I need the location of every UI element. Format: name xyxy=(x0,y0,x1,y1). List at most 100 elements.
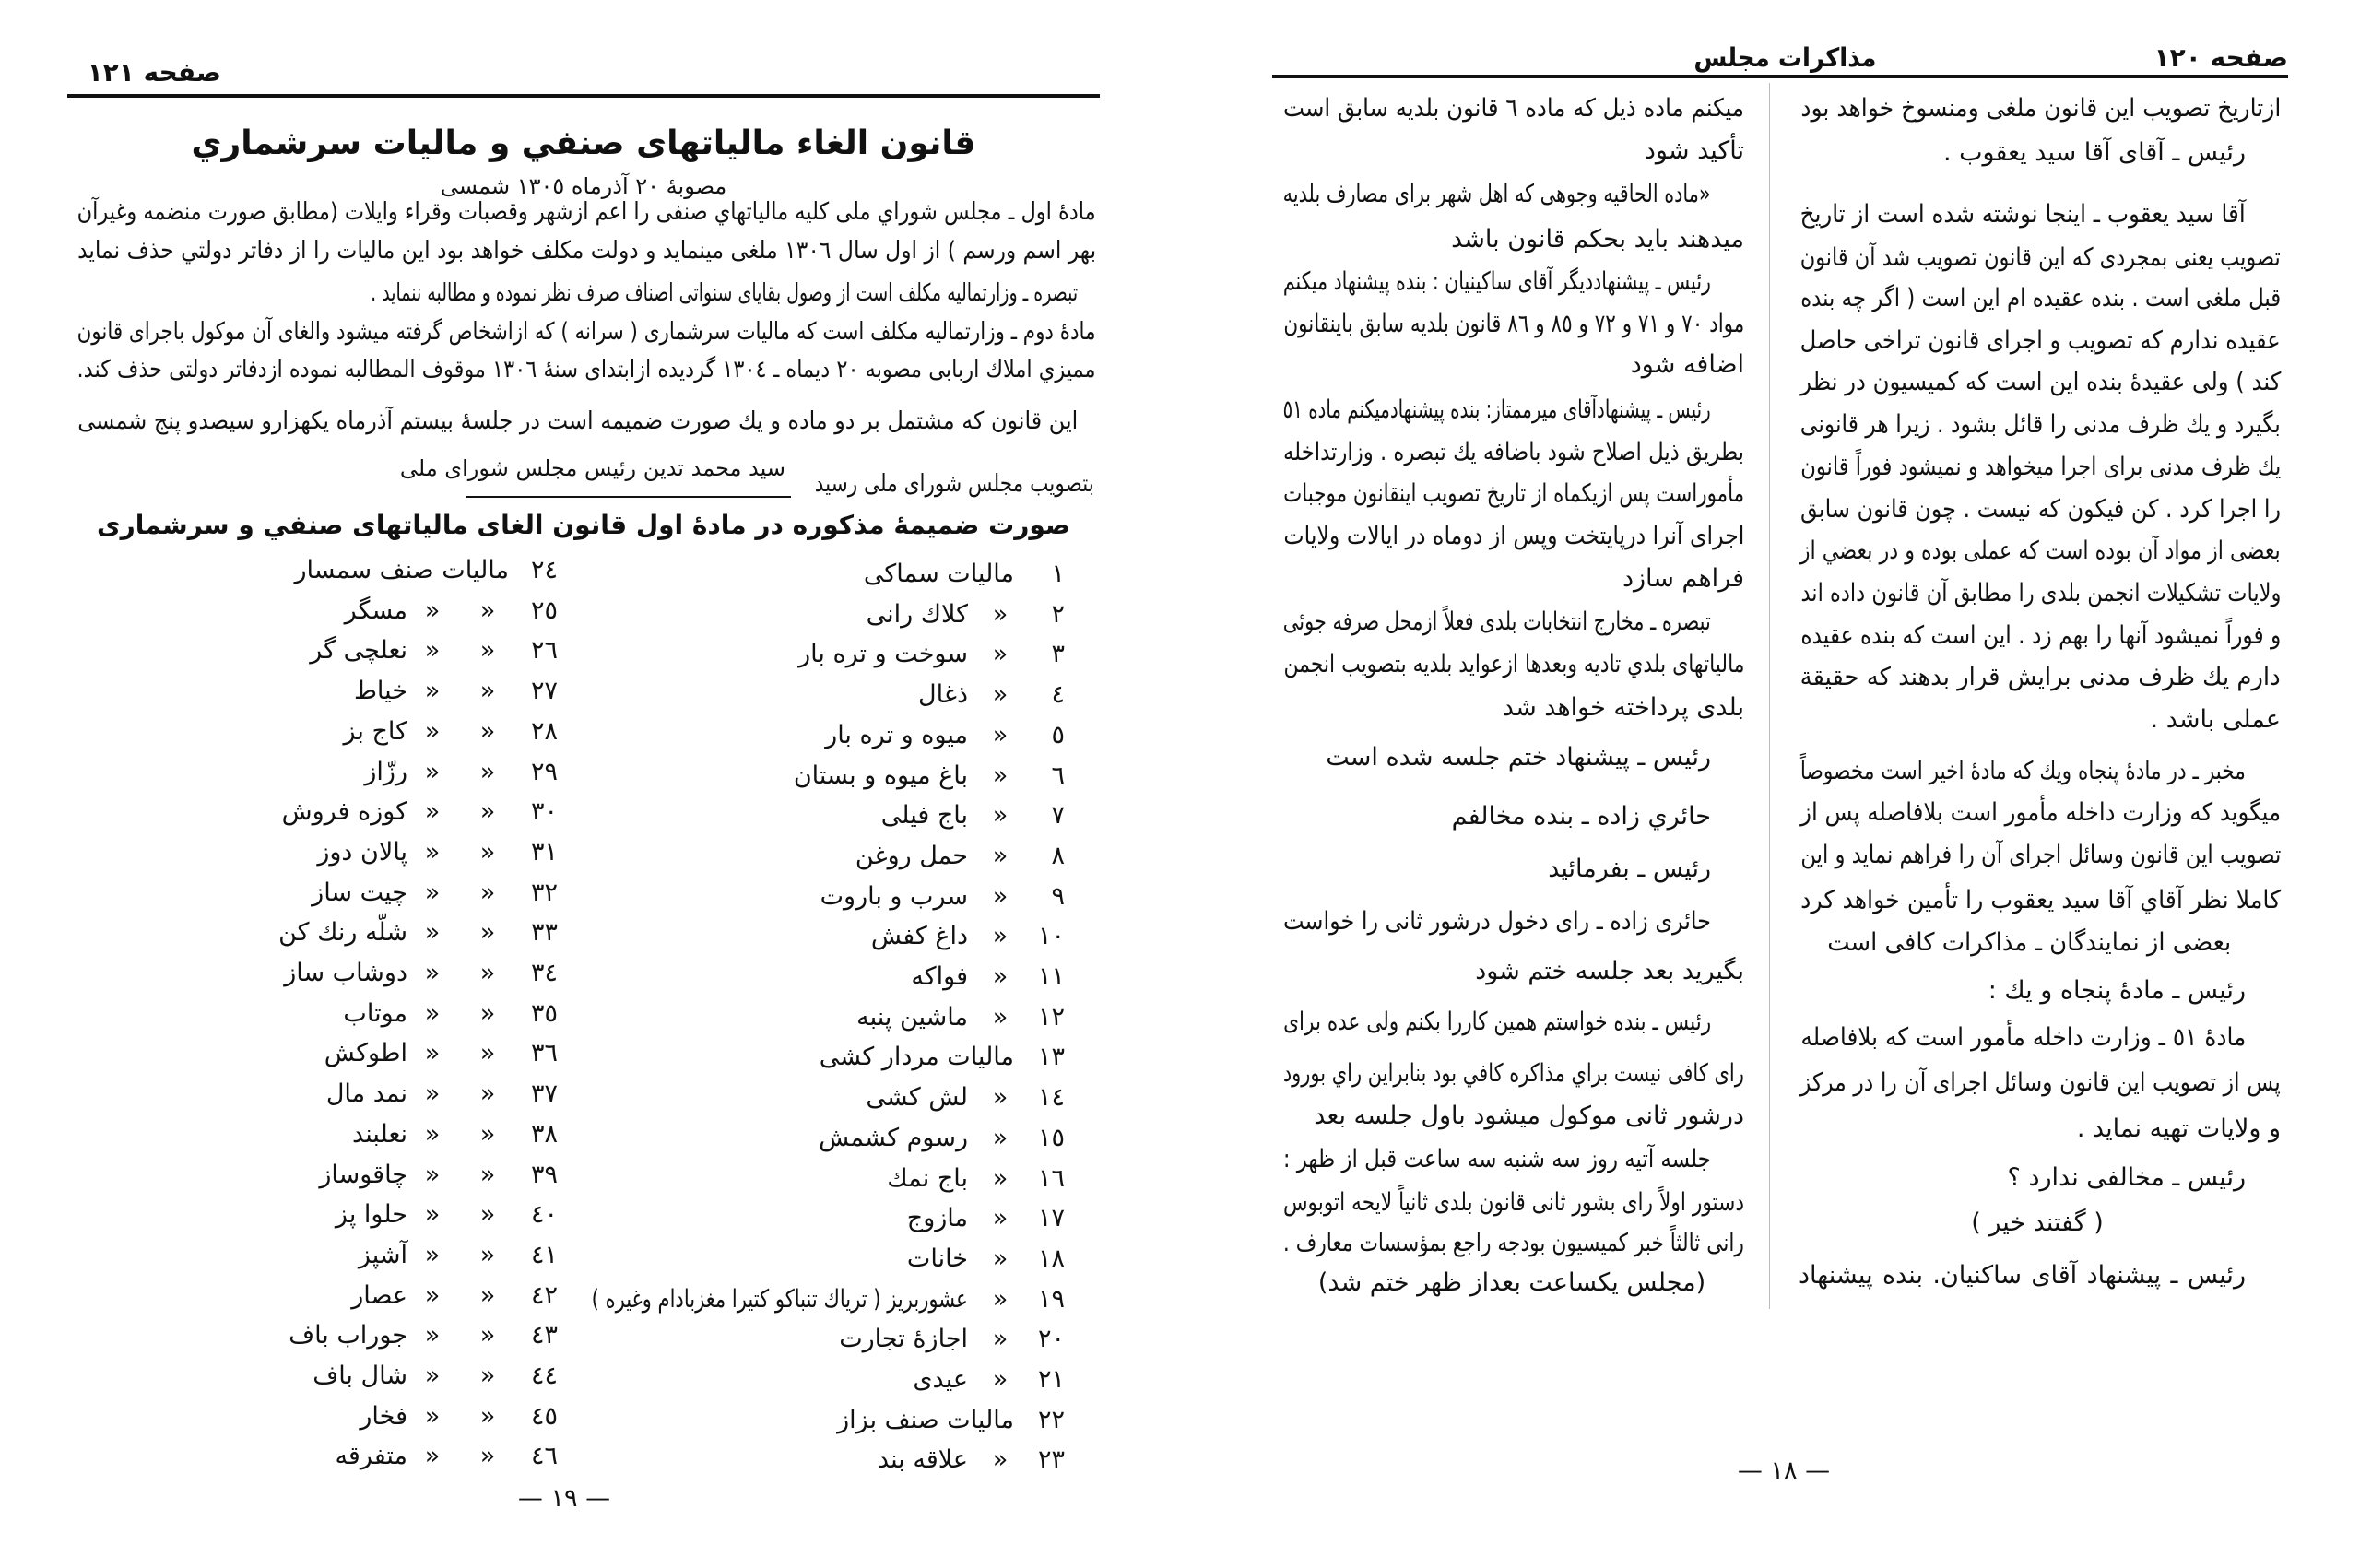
law-paragraph-line: بهر اسم ورسم ) از اول سال ١٣٠٦ ملغی مینم… xyxy=(77,237,1096,265)
ditto-mark: « xyxy=(424,757,441,786)
transcript-line: کند ) ولی عقیدهٔ بنده این است که کمیسیون… xyxy=(1800,368,2281,396)
transcript-line: دستور اولاً رای بشور ثانی قانون بلدی ثان… xyxy=(1283,1188,1744,1217)
law-subtitle: مصوبهٔ ٢٠ آذرماه ١٣٠٥ شمسی xyxy=(440,173,727,199)
transcript-line: مواد ٧٠ و ٧١ و ٧٢ و ٨٥ و ٨٦ قانون بلدیه … xyxy=(1283,310,1744,338)
ditto-mark: « xyxy=(479,998,496,1028)
annex-heading: صورت ضمیمهٔ مذکوره در مادهٔ اول قانون ال… xyxy=(97,510,1070,540)
ditto-mark: « xyxy=(424,1321,441,1350)
annex-item-number: ٤٤ xyxy=(530,1362,558,1390)
annex-item-number: ٤٠ xyxy=(530,1200,558,1230)
ditto-mark: « xyxy=(479,1362,496,1390)
ditto-mark: « xyxy=(479,1160,496,1189)
ditto-mark: « xyxy=(992,1204,1009,1233)
ditto-mark: « xyxy=(992,1163,1009,1193)
transcript-line: اجرای آنرا درپایتخت وپس از دوماه در ایال… xyxy=(1283,522,1744,550)
transcript-line: آقا سید یعقوب ـ اینجا نوشته شده است از ت… xyxy=(1800,200,2246,229)
annex-item-name: مسگر xyxy=(344,595,407,625)
ditto-mark: « xyxy=(992,922,1009,951)
annex-item-number: ٣ xyxy=(1051,640,1065,669)
ditto-mark: « xyxy=(479,1039,496,1068)
annex-item-name: موتاب xyxy=(343,998,407,1028)
ditto-mark: « xyxy=(479,918,496,948)
annex-item-number: ١٩ xyxy=(1037,1284,1065,1314)
annex-item-number: ٢٩ xyxy=(530,757,558,786)
transcript-line: تأکید شود xyxy=(1644,136,1744,165)
annex-item-number: ١٥ xyxy=(1037,1123,1065,1152)
ditto-mark: « xyxy=(424,677,441,706)
transcript-line: (مجلس یکساعت بعداز ظهر ختم شد) xyxy=(1317,1268,1706,1297)
annex-item-name: لش کشی xyxy=(866,1083,968,1113)
annex-item-number: ٤٢ xyxy=(530,1280,558,1310)
annex-item-number: ١٣ xyxy=(1037,1043,1065,1072)
annex-item-name: مازوج xyxy=(906,1204,968,1233)
ditto-mark: « xyxy=(424,1240,441,1269)
ditto-mark: « xyxy=(424,1200,441,1230)
transcript-line: عملی باشد . xyxy=(2150,705,2281,734)
approval-line: بتصویب مجلس شورای ملی رسید xyxy=(815,470,1094,498)
annex-item-name: عصار xyxy=(351,1280,407,1310)
ditto-mark: « xyxy=(424,636,441,666)
ditto-mark: « xyxy=(424,1362,441,1390)
transcript-line: دارم یك ظرف مدنی برایش قرار بدهند که حقی… xyxy=(1800,663,2281,691)
transcript-line: و ولایات تهیه نماید . xyxy=(2076,1114,2281,1143)
annex-item-number: ١ xyxy=(1051,560,1065,588)
annex-item-name: نمد مال xyxy=(325,1079,407,1109)
ditto-mark: « xyxy=(992,760,1009,790)
annex-item-name: شال باف xyxy=(313,1362,407,1390)
annex-item-name: اطوکش xyxy=(324,1039,407,1068)
annex-item-number: ١٠ xyxy=(1037,922,1065,951)
annex-item-number: ٢١ xyxy=(1037,1365,1065,1394)
ditto-mark: « xyxy=(424,1079,441,1109)
ditto-mark: « xyxy=(992,1123,1009,1152)
ditto-mark: « xyxy=(424,716,441,746)
ditto-mark: « xyxy=(479,1401,496,1431)
annex-item-number: ٢٥ xyxy=(530,595,558,625)
transcript-line: رئیس ـ پیشنهاد آقای ساکنیان. بنده پیشنها… xyxy=(1799,1261,2246,1290)
ditto-mark: « xyxy=(479,757,496,786)
running-head: مذاکرات مجلس xyxy=(1693,42,1877,73)
transcript-line: مالیاتهای بلدي تادیه وبعدها ازعواید بلدی… xyxy=(1283,650,1744,678)
annex-item-name: رزّاز xyxy=(364,757,407,786)
annex-item-number: ٣٧ xyxy=(530,1079,558,1109)
ditto-mark: « xyxy=(992,1002,1009,1032)
law-paragraph-line: مادهٔ اول ـ مجلس شوراي ملی کلیه مالیاتها… xyxy=(77,198,1096,226)
transcript-line: رئیس ـ بنده خواستم همین کاررا بکنم ولی ع… xyxy=(1283,1008,1711,1036)
law-paragraph-line: ممیزي املاك اربابی مصوبه ٢٠ دیماه ـ ١٣٠٤… xyxy=(77,356,1096,383)
annex-item-number: ١٤ xyxy=(1037,1083,1065,1113)
right-page-number: — ١٨ — xyxy=(1737,1456,1831,1485)
signature-rule xyxy=(466,496,791,498)
annex-item-name: حلوا پز xyxy=(335,1200,407,1230)
annex-item-number: ٢ xyxy=(1051,599,1065,629)
transcript-line: ( گفتند خیر ) xyxy=(1971,1208,2104,1237)
ditto-mark: « xyxy=(479,595,496,625)
transcript-line: عقیده ندارم که تصویب و اجرای قانون تراخی… xyxy=(1800,326,2281,355)
law-title: قانون الغاء مالیاتهای صنفي و مالیات سرشم… xyxy=(191,124,976,162)
ditto-mark: « xyxy=(479,837,496,867)
annex-item-name: ذغال xyxy=(918,680,968,710)
transcript-line: بطریق ذیل اصلاح شود باضافه یك تبصره . وز… xyxy=(1283,438,1744,466)
law-paragraph-line: مادهٔ دوم ـ وزارتمالیه مکلف است که مالیا… xyxy=(77,318,1096,346)
ditto-mark: « xyxy=(424,837,441,867)
ditto-mark: « xyxy=(992,640,1009,669)
annex-item-name: پالان دوز xyxy=(317,837,407,867)
transcript-line: «ماده الحاقیه وجوهی که اهل شهر برای مصار… xyxy=(1283,180,1711,208)
ditto-mark: « xyxy=(424,878,441,907)
annex-item-number: ١٢ xyxy=(1037,1002,1065,1032)
annex-item-name: فخار xyxy=(360,1401,407,1431)
annex-item-name: متفرقه xyxy=(335,1442,407,1471)
ditto-mark: « xyxy=(424,595,441,625)
transcript-line: تصویب یعنی بمجردی که این قانون تصویب شد … xyxy=(1800,243,2281,272)
annex-item-number: ٩ xyxy=(1051,881,1065,911)
law-paragraph-line: تبصره ـ وزارتمالیه مکلف است از وصول بقای… xyxy=(371,279,1078,307)
transcript-line: یك ظرف مدنی برای اجرا میخواهد و نمیشود ف… xyxy=(1800,453,2281,481)
annex-item-name: ماشین پنبه xyxy=(856,1002,968,1032)
signature: سید محمد تدین رئیس مجلس شورای ملی xyxy=(399,455,785,481)
annex-item-number: ١٧ xyxy=(1037,1204,1065,1233)
ditto-mark: « xyxy=(424,1039,441,1068)
annex-item-number: ٥ xyxy=(1051,720,1065,749)
annex-item-name: مالیات مردار کشی xyxy=(819,1043,1014,1072)
annex-item-number: ٢٤ xyxy=(530,556,558,584)
ditto-mark: « xyxy=(424,918,441,948)
annex-item-number: ٣٢ xyxy=(530,878,558,907)
annex-item-number: ٤٦ xyxy=(530,1442,558,1471)
